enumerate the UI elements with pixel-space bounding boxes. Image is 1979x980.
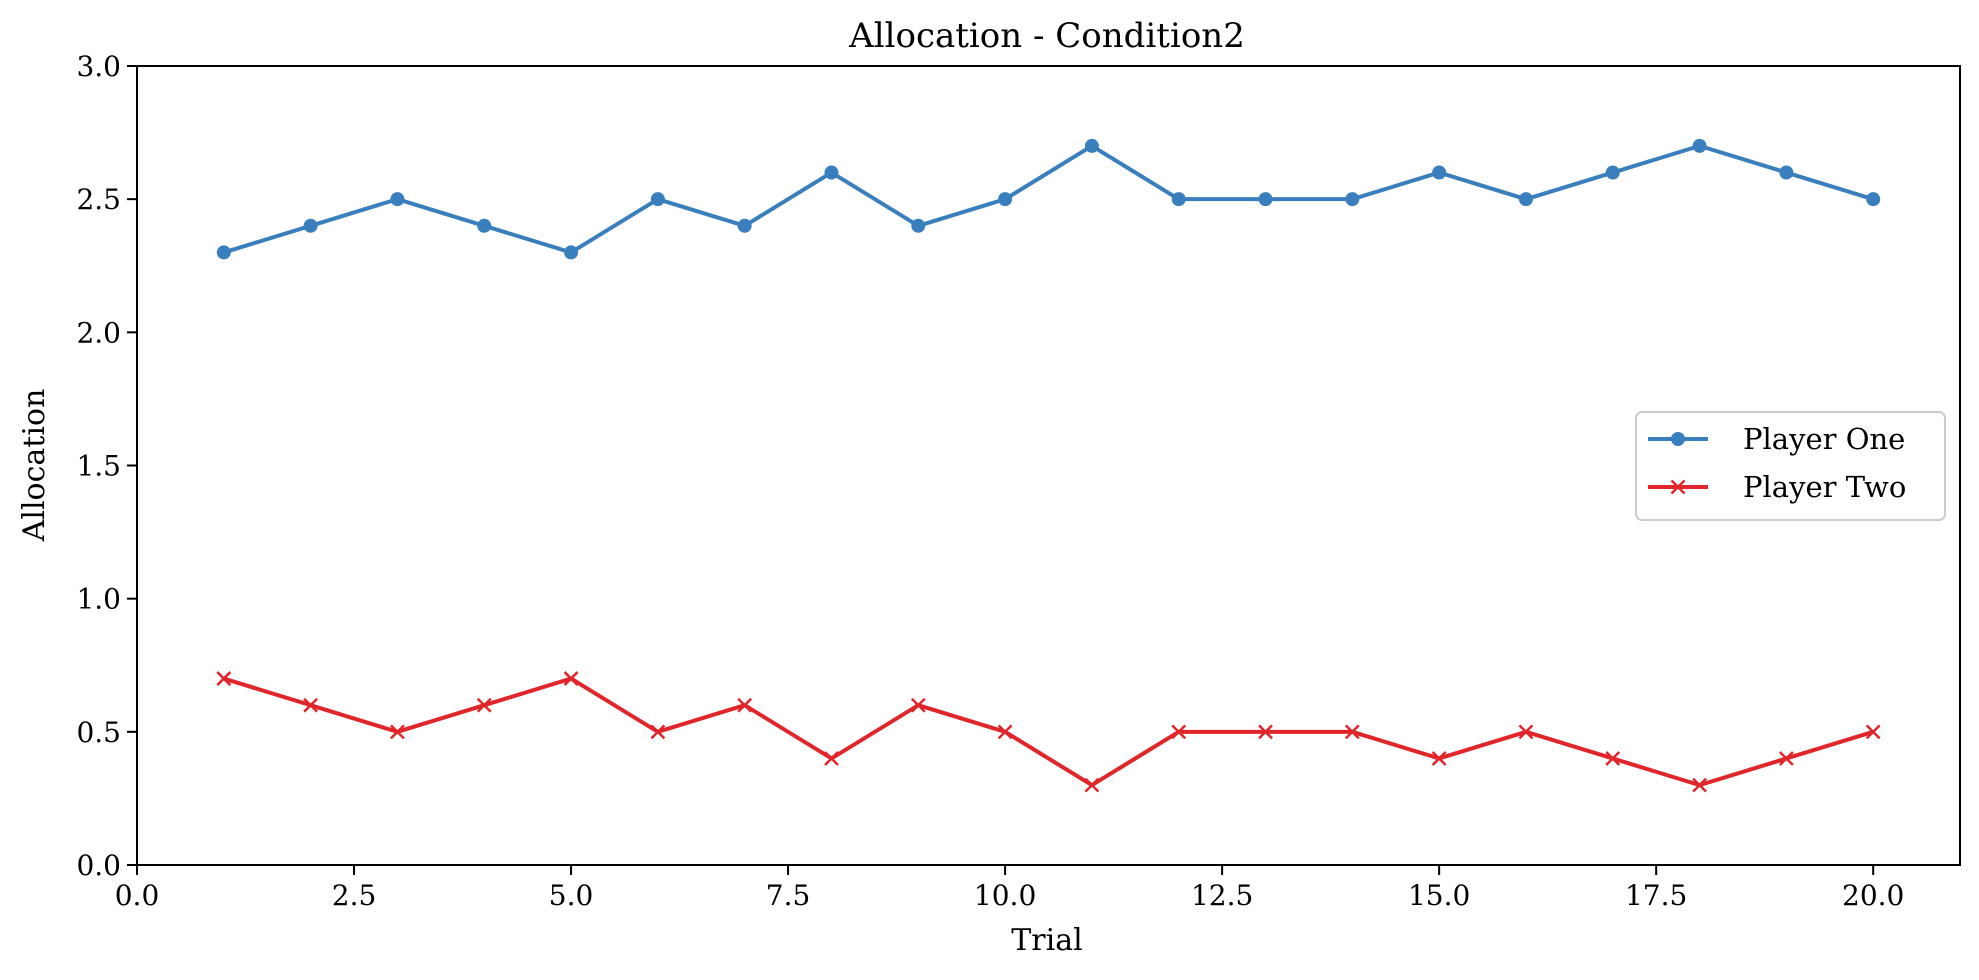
legend-item: Player Two <box>1648 470 1906 504</box>
x-tick-label: 17.5 <box>1625 879 1687 912</box>
data-point <box>1865 724 1881 740</box>
legend-marker <box>1671 432 1685 446</box>
x-tick-label: 7.5 <box>766 879 811 912</box>
data-point <box>1345 192 1360 207</box>
data-point <box>390 724 405 740</box>
series-player-one <box>216 138 1881 260</box>
data-point <box>1605 165 1620 180</box>
data-point <box>1344 724 1360 740</box>
legend-box <box>1635 411 1946 521</box>
x-tick-label: 2.5 <box>332 879 377 912</box>
data-point <box>303 218 318 233</box>
data-point <box>390 192 405 207</box>
data-point <box>998 192 1013 207</box>
legend: Player One Player Two <box>1635 411 1946 521</box>
data-point <box>1692 138 1707 153</box>
data-point <box>997 724 1013 740</box>
data-point <box>216 245 231 260</box>
data-point <box>303 697 319 713</box>
y-tick-label: 1.5 <box>76 450 121 483</box>
x-tick-label: 15.0 <box>1408 879 1470 912</box>
legend-marker <box>1670 479 1686 495</box>
x-tick-label: 10.0 <box>974 879 1036 912</box>
y-tick-label: 1.0 <box>76 583 121 616</box>
data-point <box>1258 192 1273 207</box>
data-point <box>564 245 579 260</box>
data-point <box>1258 724 1273 740</box>
series-line-player-one <box>223 143 1874 255</box>
x-axis-ticks: 0.0 2.5 5.0 7.5 10.0 12.5 15.0 17.5 20.0 <box>115 865 1904 912</box>
data-point <box>476 697 492 713</box>
data-point <box>910 697 926 713</box>
data-point <box>650 192 665 207</box>
data-point <box>1171 724 1187 740</box>
data-point <box>824 165 839 180</box>
x-tick-label: 20.0 <box>1842 879 1904 912</box>
data-point <box>1084 777 1100 793</box>
y-tick-label: 2.5 <box>76 183 121 216</box>
data-point <box>737 697 753 713</box>
legend-item: Player One <box>1648 422 1905 456</box>
data-point <box>1778 751 1794 766</box>
y-tick-label: 2.0 <box>76 316 121 349</box>
x-tick-label: 0.0 <box>115 879 160 912</box>
legend-label: Player Two <box>1743 470 1906 504</box>
y-tick-label: 0.0 <box>76 849 121 882</box>
series-player-two <box>216 671 1881 793</box>
data-point <box>911 218 926 233</box>
data-point <box>563 671 579 686</box>
data-point <box>1431 751 1447 766</box>
data-point <box>1518 724 1534 740</box>
series-line-player-two <box>223 676 1874 788</box>
x-axis-label: Trial <box>1011 923 1082 958</box>
x-tick-label: 12.5 <box>1191 879 1253 912</box>
data-point <box>1779 165 1794 180</box>
data-point <box>737 218 752 233</box>
data-point <box>1518 192 1533 207</box>
data-point <box>1866 192 1881 207</box>
data-point <box>1605 751 1621 766</box>
plot-area <box>216 138 1881 793</box>
data-point <box>477 218 492 233</box>
data-point <box>1084 138 1099 153</box>
x-tick-label: 5.0 <box>549 879 594 912</box>
data-point <box>650 724 666 740</box>
data-point <box>824 751 839 766</box>
data-point <box>216 671 232 686</box>
legend-label: Player One <box>1743 422 1905 456</box>
data-point <box>1692 777 1707 793</box>
y-axis-ticks: 0.0 0.5 1.0 1.5 2.0 2.5 3.0 <box>76 50 137 882</box>
y-axis-label: Allocation <box>17 389 52 543</box>
y-tick-label: 0.5 <box>76 716 121 749</box>
data-point <box>1432 165 1447 180</box>
y-tick-label: 3.0 <box>76 50 121 83</box>
chart-title: Allocation - Condition2 <box>848 16 1245 56</box>
data-point <box>1171 192 1186 207</box>
